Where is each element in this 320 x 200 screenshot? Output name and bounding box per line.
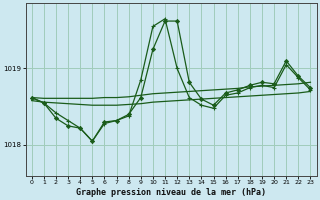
X-axis label: Graphe pression niveau de la mer (hPa): Graphe pression niveau de la mer (hPa): [76, 188, 266, 197]
